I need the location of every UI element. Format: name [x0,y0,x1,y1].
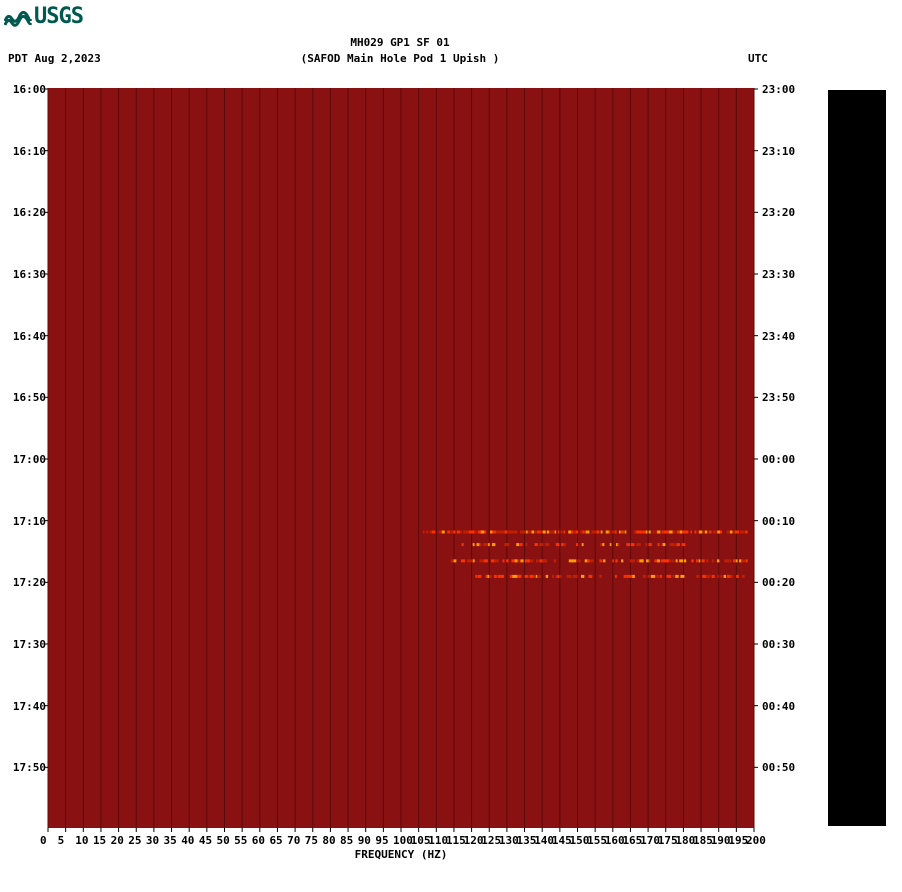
y-axis-left: 16:0016:1016:2016:3016:4016:5017:0017:10… [8,88,46,828]
usgs-logo-text: USGS [34,4,83,29]
y-left-tick: 16:10 [13,145,46,158]
y-left-tick: 17:30 [13,638,46,651]
y-right-tick: 00:40 [762,700,795,713]
y-left-tick: 17:20 [13,576,46,589]
x-tick: 90 [358,834,371,847]
x-tick: 60 [252,834,265,847]
x-tick: 0 [40,834,47,847]
y-right-tick: 00:10 [762,515,795,528]
x-tick: 10 [75,834,88,847]
x-axis-label: FREQUENCY (HZ) [48,848,754,861]
y-left-tick: 17:10 [13,515,46,528]
page-root: USGS MH029 GP1 SF 01 (SAFOD Main Hole Po… [0,0,902,892]
y-right-tick: 23:20 [762,206,795,219]
x-axis-ticks: 0510152025303540455055606570758085909510… [48,834,754,848]
spectrogram-svg [48,88,754,828]
y-left-tick: 16:30 [13,268,46,281]
y-left-tick: 17:40 [13,700,46,713]
y-left-tick: 17:00 [13,453,46,466]
y-right-tick: 23:00 [762,83,795,96]
plot-utc-label: UTC [748,52,768,65]
y-right-tick: 23:40 [762,330,795,343]
y-right-tick: 00:20 [762,576,795,589]
y-right-tick: 23:10 [762,145,795,158]
x-tick: 20 [111,834,124,847]
x-tick: 15 [93,834,106,847]
x-tick: 85 [340,834,353,847]
y-right-tick: 00:30 [762,638,795,651]
y-right-tick: 00:00 [762,453,795,466]
spectrogram-plot [48,88,754,828]
x-tick: 5 [58,834,65,847]
x-tick: 95 [375,834,388,847]
y-left-tick: 17:50 [13,761,46,774]
colorbar [828,90,886,826]
y-axis-right: 23:0023:1023:2023:3023:4023:5000:0000:10… [762,88,802,828]
y-left-tick: 16:00 [13,83,46,96]
x-tick: 40 [181,834,194,847]
x-tick: 70 [287,834,300,847]
x-tick: 75 [305,834,318,847]
x-tick: 55 [234,834,247,847]
x-tick: 35 [164,834,177,847]
usgs-wave-icon [4,7,32,27]
usgs-logo: USGS [4,4,83,29]
plot-subtitle: (SAFOD Main Hole Pod 1 Upish ) [0,52,800,65]
x-tick: 65 [269,834,282,847]
y-left-tick: 16:20 [13,206,46,219]
x-tick: 80 [322,834,335,847]
plot-title: MH029 GP1 SF 01 [0,36,800,49]
plot-date: PDT Aug 2,2023 [8,52,101,65]
x-tick: 25 [128,834,141,847]
x-tick: 200 [746,834,766,847]
x-tick: 30 [146,834,159,847]
y-left-tick: 16:40 [13,330,46,343]
y-right-tick: 00:50 [762,761,795,774]
x-tick: 50 [217,834,230,847]
y-left-tick: 16:50 [13,391,46,404]
y-right-tick: 23:30 [762,268,795,281]
y-right-tick: 23:50 [762,391,795,404]
x-tick: 45 [199,834,212,847]
